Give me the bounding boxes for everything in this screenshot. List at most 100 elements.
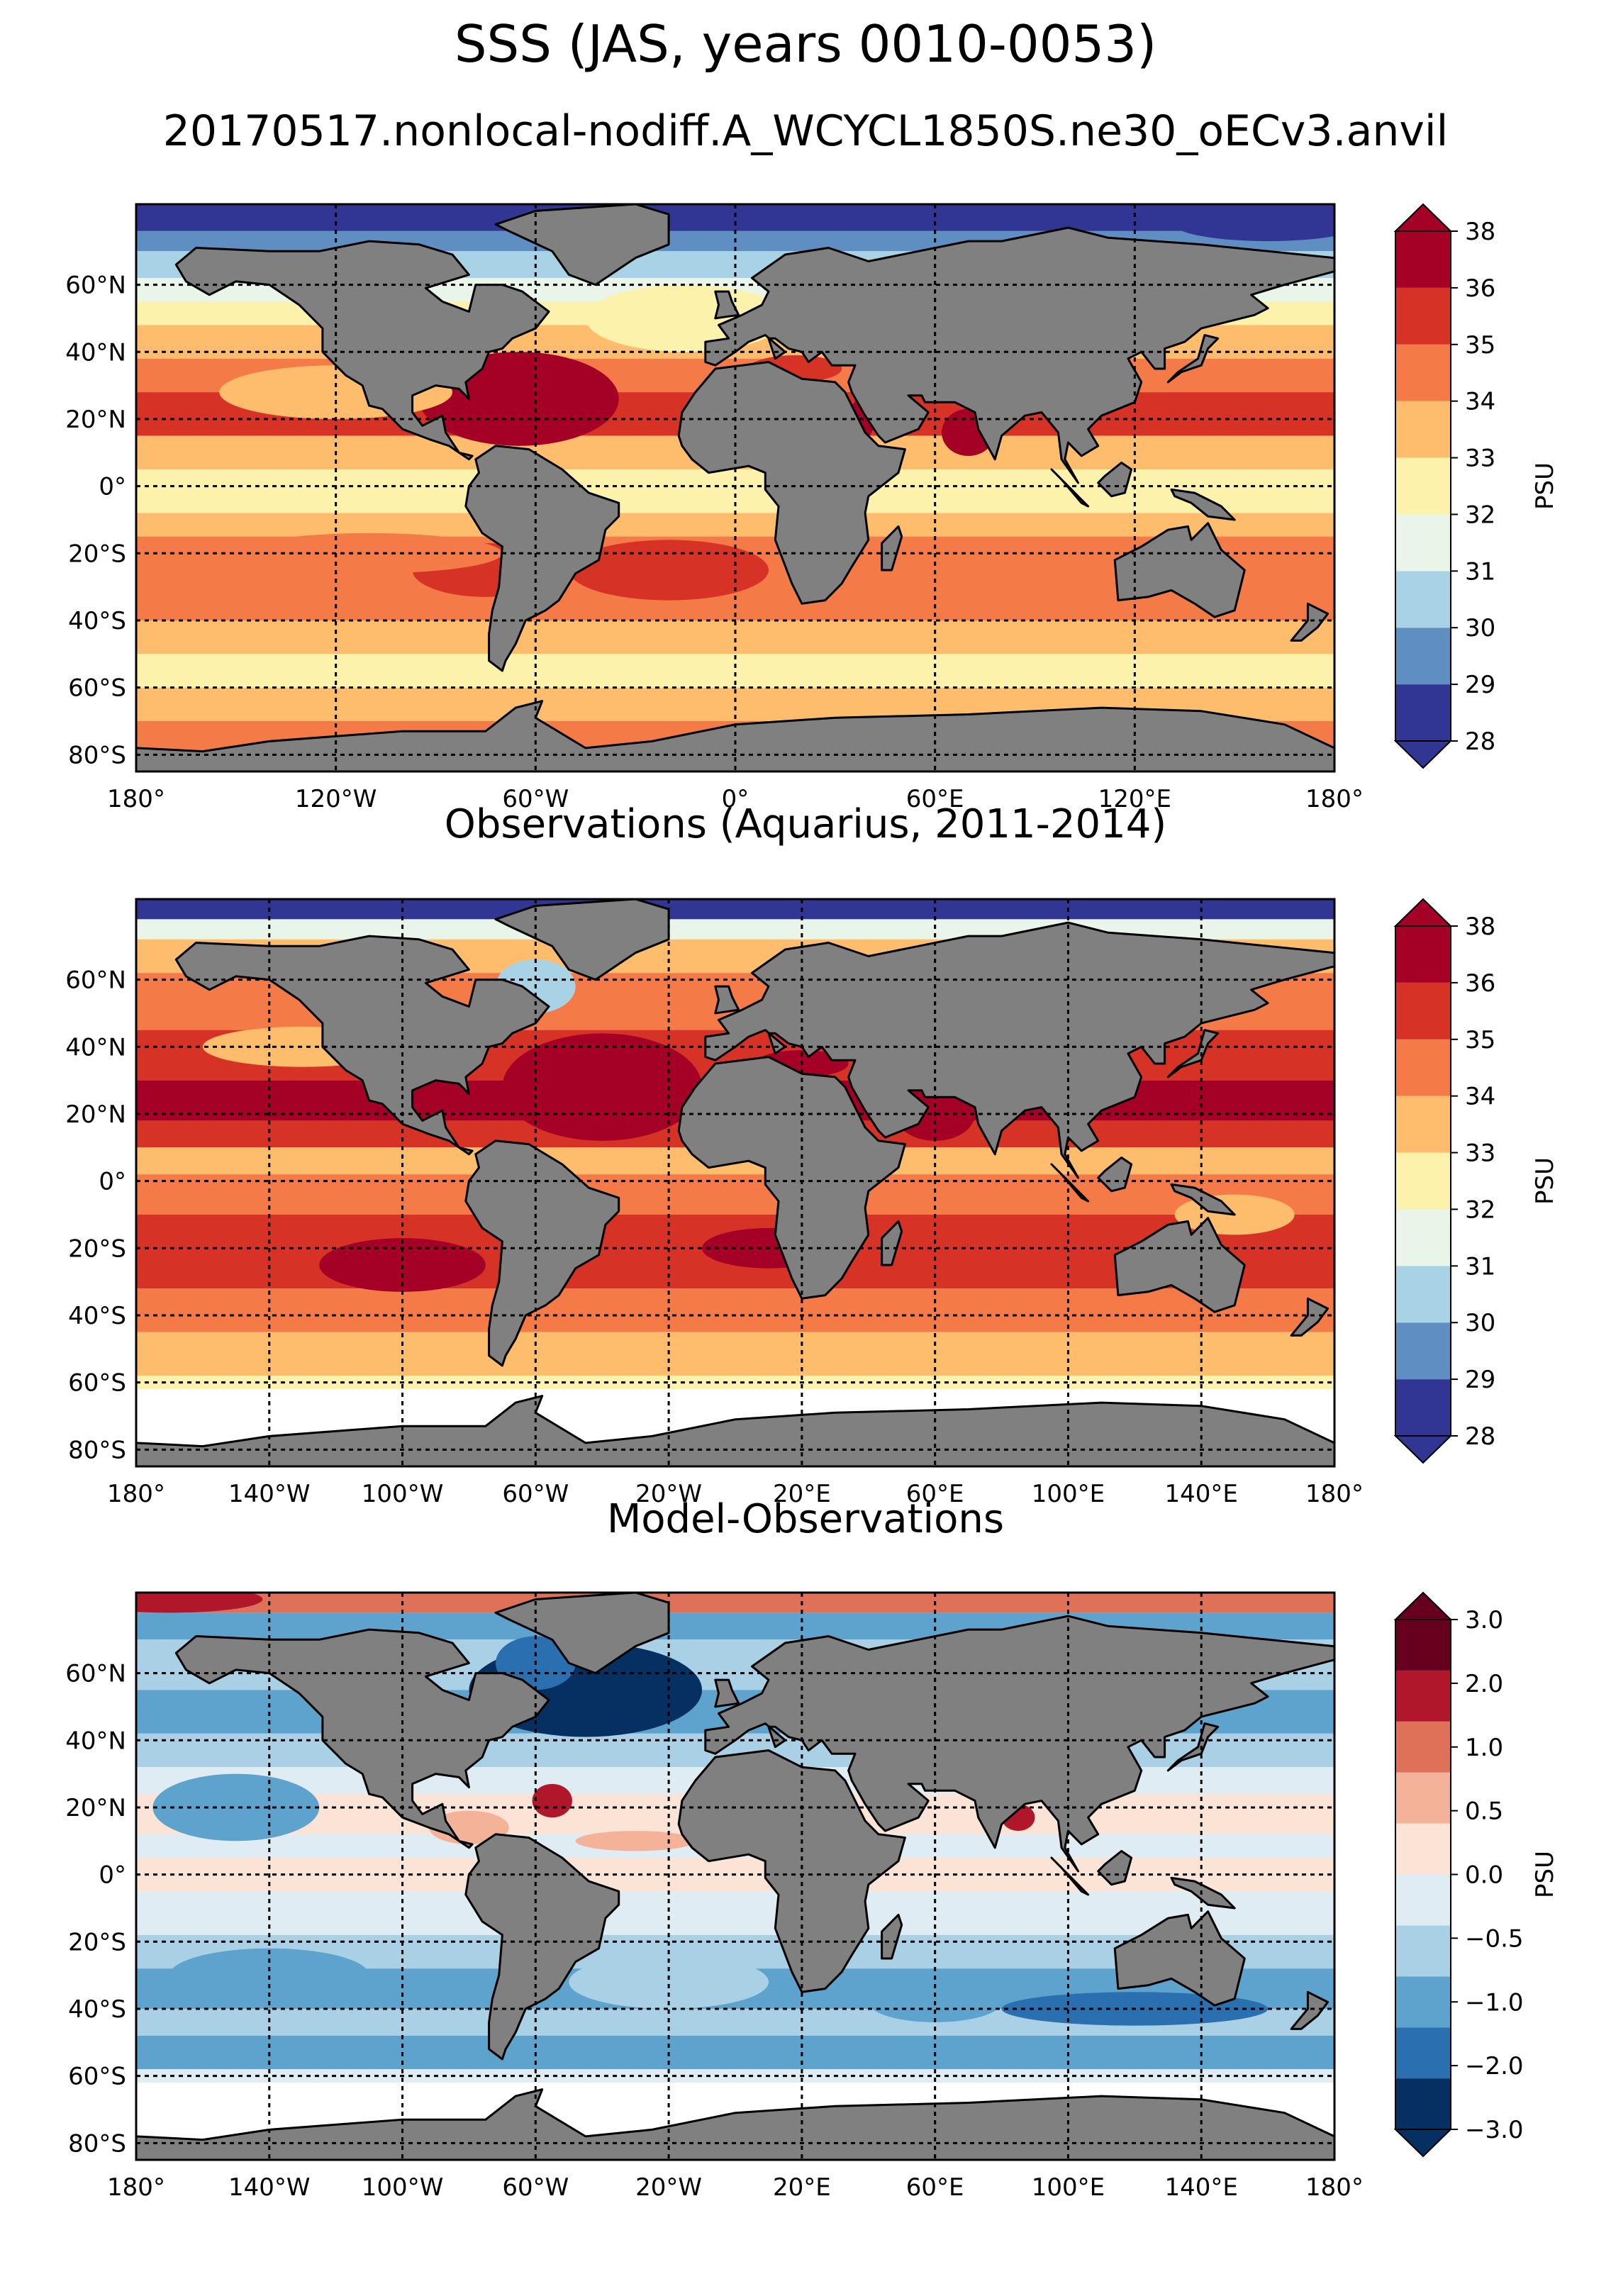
longitude-tick-label: 140°E <box>1165 2173 1238 2202</box>
colorbar-tick-label: 28 <box>1465 1422 1495 1451</box>
new-guinea-land <box>1170 488 1236 521</box>
new-zealand-land <box>1290 602 1330 642</box>
field-patch <box>319 1238 486 1292</box>
longitude-tick-label: 100°E <box>1032 2173 1105 2202</box>
colorbar-tick-label: 36 <box>1465 274 1495 303</box>
longitude-tick-label: 180° <box>107 785 165 813</box>
field-band <box>136 899 1334 920</box>
colorbar-segment <box>1395 1823 1451 1875</box>
madagascar-land <box>881 525 903 572</box>
latitude-tick-label: 60°N <box>65 966 126 995</box>
colorbar-segment <box>1395 287 1451 345</box>
land-mask <box>136 1593 1334 2160</box>
field-band <box>136 204 1334 231</box>
field-patch <box>152 1773 320 1841</box>
madagascar-land <box>881 1220 903 1266</box>
latitude-tick-label: 20°N <box>65 406 126 434</box>
latitude-tick-label: 20°S <box>68 1928 126 1956</box>
colorbar-segment <box>1395 1266 1451 1323</box>
colorbar-tick-label: −2.0 <box>1465 2052 1524 2080</box>
south-america-land <box>464 1833 620 2061</box>
africa-land <box>677 361 906 605</box>
colorbar-tick-label: 34 <box>1465 1083 1495 1111</box>
field-patch <box>569 540 769 601</box>
latitude-tick-label: 80°S <box>68 2129 126 2158</box>
japan-land <box>1166 334 1220 384</box>
longitude-tick-label: 100°W <box>362 1480 444 1508</box>
longitude-tick-label: 60°W <box>502 2173 569 2202</box>
colorbar-tick-label: 31 <box>1465 557 1495 586</box>
colorbar-tick-label: 35 <box>1465 1026 1495 1054</box>
colorbar-tick-label: 1.0 <box>1465 1734 1503 1762</box>
field-patch <box>429 1810 509 1845</box>
colorbar-tick-label: 38 <box>1465 218 1495 246</box>
difference-map-field <box>136 1593 1334 2160</box>
colorbar-segment <box>1395 1976 1451 2028</box>
map-frame <box>135 203 1336 773</box>
colorbar-tick-label: 32 <box>1465 501 1495 529</box>
latitude-tick-label: 40°S <box>68 1302 126 1330</box>
colorbar-segment <box>1395 1721 1451 1773</box>
colorbar-tick-label: −0.5 <box>1465 1924 1524 1953</box>
field-patch <box>532 1783 572 1818</box>
eurasia-land <box>704 921 1334 1179</box>
colorbar-segment <box>1395 1874 1451 1926</box>
longitude-tick-label: 140°E <box>1165 1480 1238 1508</box>
map-frame <box>135 1591 1336 2161</box>
colorbar-segment <box>1395 1620 1451 1671</box>
latitude-tick-label: 0° <box>99 1861 126 1890</box>
borneo-land <box>1097 462 1133 498</box>
colorbar-extend-min <box>1393 1435 1453 1464</box>
greenland-land <box>494 1593 670 1675</box>
colorbar-tick-label: −1.0 <box>1465 1988 1524 2017</box>
latitude-tick-label: 60°S <box>68 674 126 703</box>
latitude-tick-labels: 60°N 40°N 20°N 0° 20°S 40°S 60°S 80°S <box>65 272 126 770</box>
colorbar-segment <box>1395 1322 1451 1380</box>
latitude-tick-label: 0° <box>99 1168 126 1196</box>
africa-land <box>677 1056 906 1300</box>
longitude-tick-label: 60°E <box>906 1480 964 1508</box>
new-zealand-land <box>1290 1297 1330 1337</box>
field-band <box>136 513 1334 537</box>
colorbar-segment <box>1395 2078 1451 2129</box>
colorbar-segment <box>1395 1152 1451 1210</box>
eurasia-land <box>704 1615 1334 1873</box>
map-frame <box>135 898 1336 1468</box>
latitude-tick-label: 20°N <box>65 1794 126 1822</box>
field-patch <box>169 1948 369 2002</box>
colorbar-segment <box>1395 1039 1451 1096</box>
run-name-subtitle: 20170517.nonlocal-nodiff.A_WCYCL1850S.ne… <box>162 106 1449 156</box>
model-map-field <box>136 204 1334 771</box>
latitude-tick-label: 20°N <box>65 1100 126 1129</box>
field-patch <box>136 1593 263 1613</box>
field-band <box>136 1593 1334 1613</box>
colorbar-tick-label: 30 <box>1465 614 1495 642</box>
colorbar-extend-min <box>1393 2129 1453 2158</box>
field-patch <box>575 1831 696 1851</box>
latitude-tick-label: 20°S <box>68 540 126 568</box>
field-band <box>136 1332 1334 1376</box>
uk-land <box>714 1678 740 1708</box>
colorbar-tick-label: 33 <box>1465 445 1495 473</box>
japan-land <box>1166 1029 1220 1079</box>
colorbar-segment <box>1395 1772 1451 1824</box>
latitude-tick-label: 80°S <box>68 1436 126 1464</box>
longitude-tick-label: 180° <box>1305 785 1364 813</box>
longitude-tick-label: 0° <box>722 785 749 813</box>
latitude-tick-label: 80°S <box>68 741 126 769</box>
longitude-tick-label: 140°W <box>228 2173 311 2202</box>
colorbar-tick-label: 2.0 <box>1465 1670 1503 1698</box>
colorbar-extend-max <box>1393 898 1453 927</box>
latitude-tick-label: 60°N <box>65 1660 126 1688</box>
japan-land <box>1166 1722 1220 1772</box>
north-america-land <box>174 1628 550 1849</box>
colorbar-segment <box>1395 457 1451 515</box>
field-band <box>136 2035 1334 2070</box>
colorbar-segment <box>1395 401 1451 458</box>
field-band <box>136 469 1334 513</box>
latitude-tick-label: 40°S <box>68 607 126 635</box>
latitude-tick-labels: 60°N 40°N 20°N 0° 20°S 40°S 60°S 80°S <box>65 966 126 1465</box>
latitude-tick-label: 20°S <box>68 1235 126 1263</box>
colorbar-segment <box>1395 344 1451 401</box>
colorbar-label: PSU <box>1531 1157 1559 1205</box>
